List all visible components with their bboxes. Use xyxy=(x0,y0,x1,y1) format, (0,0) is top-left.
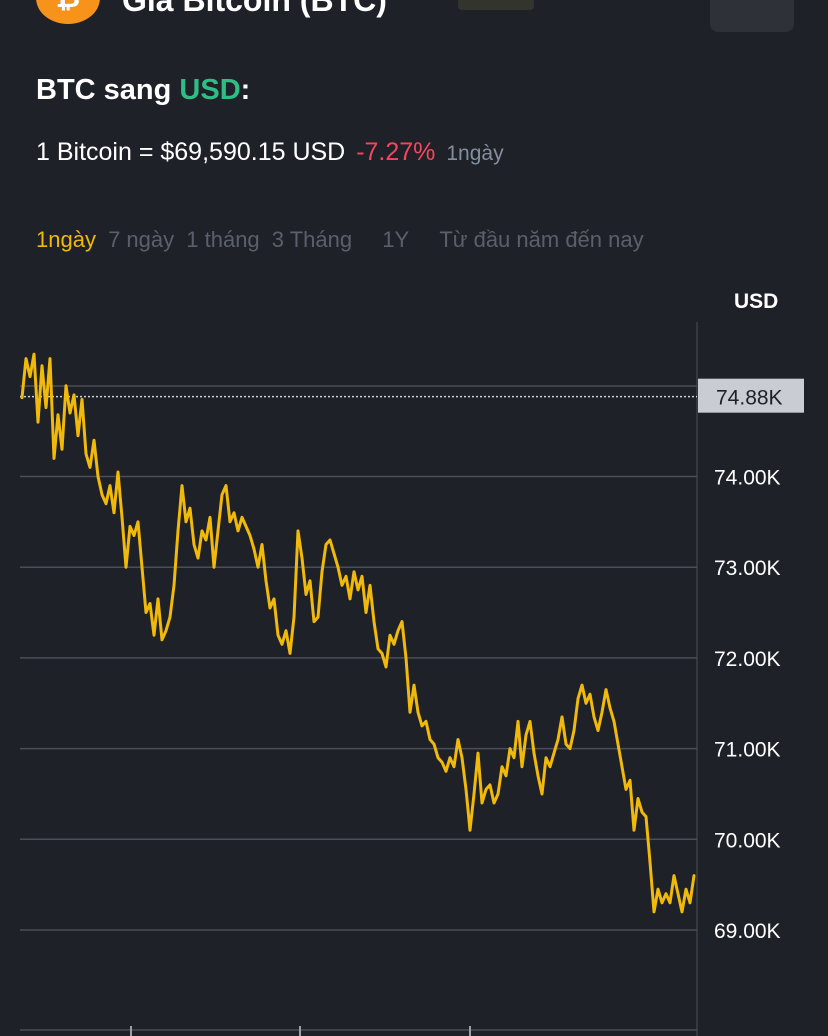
tab-1-year[interactable]: 1Y xyxy=(382,227,410,252)
header-action-button[interactable] xyxy=(710,0,794,32)
tab-1-day[interactable]: 1ngày xyxy=(36,227,96,252)
reference-label-bg xyxy=(698,378,804,413)
price-series-line xyxy=(20,352,696,914)
header-badge xyxy=(458,0,534,10)
pair-quote: USD xyxy=(179,74,241,106)
y-tick-label: 73.00K xyxy=(714,557,781,580)
reference-label: 74.88K xyxy=(716,387,783,410)
pair-connector: sang xyxy=(95,74,180,106)
y-axis-unit-label: USD xyxy=(734,290,779,313)
tab-7-days[interactable]: 7 ngày xyxy=(108,227,175,252)
bitcoin-icon: ₿ xyxy=(36,0,100,24)
price-chart[interactable]: 69.00K 70.00K 71.00K 72.00K 73.00K 74.00K 74.8… xyxy=(0,320,828,1036)
page-title: Giá Bitcoin (BTC) xyxy=(122,0,387,18)
pair-suffix: : xyxy=(240,74,251,106)
price-change: -7.27% xyxy=(356,138,436,166)
price-line: 1 Bitcoin = $69,590.15 USD -7.27% 1ngày xyxy=(36,138,504,167)
top-bar: ₿ Giá Bitcoin (BTC) xyxy=(0,0,828,40)
y-tick-label: 74.00K xyxy=(714,467,781,490)
tab-year-to-date[interactable]: Từ đầu năm đến nay xyxy=(439,227,644,252)
tab-1-month[interactable]: 1 tháng xyxy=(186,227,260,252)
y-tick-label: 71.00K xyxy=(714,739,781,762)
y-tick-label: 72.00K xyxy=(714,648,781,671)
tab-3-months[interactable]: 3 Tháng xyxy=(271,227,353,252)
range-tabs: 1ngày 7 ngày 1 tháng 3 Tháng 1Y Từ đầu n… xyxy=(36,227,650,253)
y-tick-label: 69.00K xyxy=(714,920,781,943)
price-value: 1 Bitcoin = $69,590.15 USD xyxy=(36,138,346,166)
y-tick-label: 70.00K xyxy=(714,829,781,852)
pair-heading: BTC sang USD: xyxy=(36,74,250,107)
price-period: 1ngày xyxy=(446,142,504,165)
pair-base: BTC xyxy=(36,74,96,106)
